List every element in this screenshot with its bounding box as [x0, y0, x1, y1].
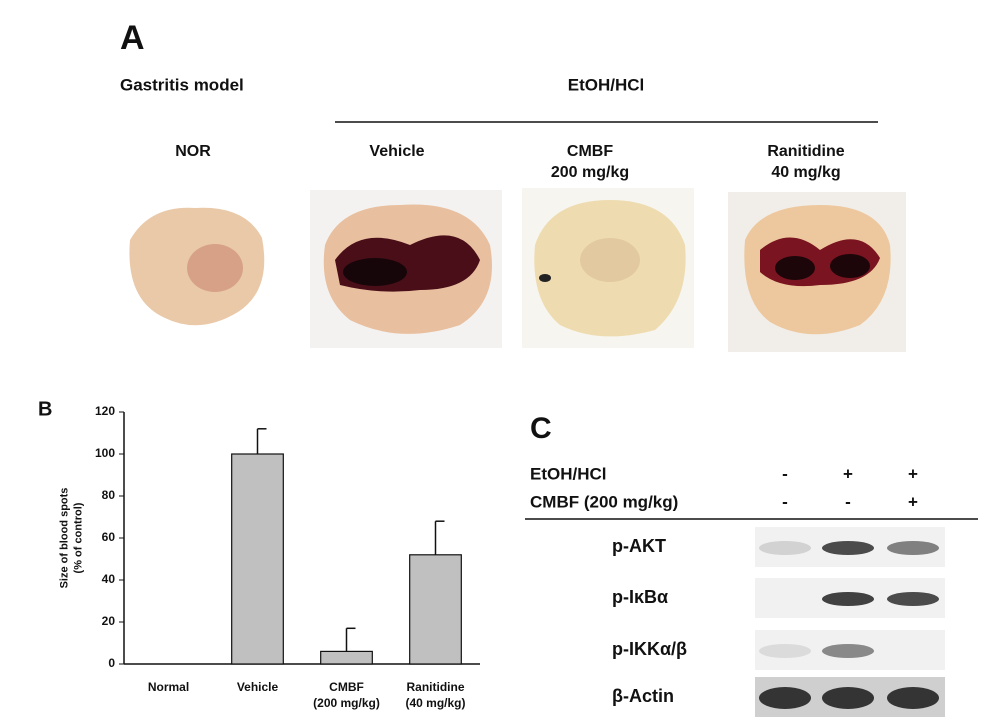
blot-label: p-AKT — [612, 536, 666, 556]
x-tick-label: CMBF (200 mg/kg) — [313, 680, 380, 710]
panel-letter: A — [120, 19, 145, 57]
condition-label: EtOH/HCl — [530, 464, 607, 483]
stomach-photo — [310, 190, 502, 348]
condition-sign: + — [908, 492, 918, 511]
blot-band — [887, 687, 939, 709]
model-label: Gastritis model — [120, 75, 244, 94]
blot-band — [822, 592, 874, 606]
y-tick-label: 0 — [108, 656, 115, 670]
group-label: NOR — [175, 143, 211, 160]
y-tick-label: 40 — [102, 572, 116, 586]
blot-label: β-Actin — [612, 686, 674, 706]
condition-sign: + — [843, 464, 853, 483]
blot-label: p-IκBα — [612, 587, 668, 607]
stomach-photo — [118, 195, 270, 335]
blot-band — [822, 541, 874, 555]
x-tick-label: Normal — [147, 680, 190, 694]
bar — [409, 554, 462, 665]
blot-label: p-IKKα/β — [612, 639, 687, 659]
treatment-header: EtOH/HCl — [568, 75, 645, 94]
blot-band — [887, 592, 939, 606]
group-label: Ranitidine 40 mg/kg — [767, 143, 845, 181]
group-label: CMBF 200 mg/kg — [550, 143, 630, 181]
bar-chart: 0 20 40 60 80 100 120 — [95, 404, 480, 670]
stomach-photo — [728, 192, 906, 352]
y-tick-label: 20 — [102, 614, 116, 628]
panel-letter: C — [530, 412, 552, 445]
blot-band — [887, 541, 939, 555]
y-tick-label: 60 — [102, 530, 116, 544]
x-tick-label: Vehicle — [236, 680, 279, 694]
y-tick-label: 120 — [95, 404, 115, 418]
y-tick-label: 80 — [102, 488, 116, 502]
bar — [231, 453, 284, 665]
blot-band — [759, 687, 811, 709]
western-blots: EtOH/HCl - + + CMBF (200 mg/kg) - - + p-AKT p-IκB… — [530, 464, 945, 717]
blot-band — [822, 687, 874, 709]
group-label: Vehicle — [369, 143, 425, 160]
condition-sign: - — [845, 492, 851, 511]
x-tick-label: Ranitidine (40 mg/kg) — [405, 680, 466, 710]
condition-sign: - — [782, 464, 788, 483]
blot-band — [759, 644, 811, 658]
blot-band — [759, 541, 811, 555]
blot-band — [822, 644, 874, 658]
y-tick-label: 100 — [95, 446, 115, 460]
y-axis-label: Size of blood spots (% of control) — [58, 487, 85, 589]
stomach-photo — [522, 188, 694, 348]
condition-sign: - — [782, 492, 788, 511]
condition-sign: + — [908, 464, 918, 483]
condition-label: CMBF (200 mg/kg) — [530, 492, 678, 511]
panel-letter: B — [38, 398, 52, 420]
bar — [320, 650, 373, 665]
